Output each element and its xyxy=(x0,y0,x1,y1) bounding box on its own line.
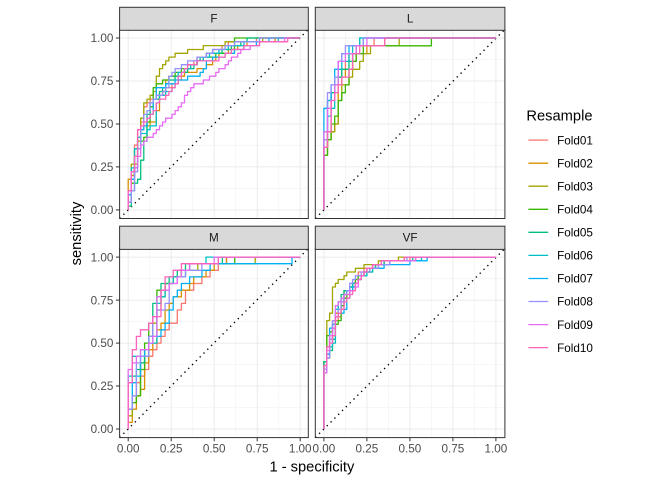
svg-text:1.00: 1.00 xyxy=(91,32,114,45)
svg-text:sensitivity: sensitivity xyxy=(69,201,85,265)
svg-text:0.00: 0.00 xyxy=(313,442,336,455)
svg-text:0.50: 0.50 xyxy=(91,118,114,131)
svg-text:Fold07: Fold07 xyxy=(557,273,593,286)
svg-text:Fold08: Fold08 xyxy=(557,296,593,309)
svg-text:0.00: 0.00 xyxy=(117,442,140,455)
svg-text:F: F xyxy=(210,13,217,26)
svg-text:0.25: 0.25 xyxy=(160,442,183,455)
svg-text:Fold10: Fold10 xyxy=(557,342,593,355)
svg-text:0.25: 0.25 xyxy=(356,442,379,455)
svg-text:1.00: 1.00 xyxy=(485,442,508,455)
svg-text:1.00: 1.00 xyxy=(289,442,312,455)
svg-text:Fold06: Fold06 xyxy=(557,250,593,263)
svg-text:0.25: 0.25 xyxy=(91,380,114,393)
svg-text:0.25: 0.25 xyxy=(91,161,114,174)
svg-text:0.75: 0.75 xyxy=(91,294,114,307)
svg-text:Fold03: Fold03 xyxy=(557,180,593,193)
svg-text:0.50: 0.50 xyxy=(399,442,422,455)
svg-text:0.00: 0.00 xyxy=(91,204,114,217)
svg-text:Resample: Resample xyxy=(526,109,592,125)
svg-text:Fold01: Fold01 xyxy=(557,134,593,147)
svg-text:1 - specificity: 1 - specificity xyxy=(269,460,355,476)
svg-text:M: M xyxy=(209,232,219,245)
svg-text:0.75: 0.75 xyxy=(91,75,114,88)
svg-text:L: L xyxy=(407,13,414,26)
svg-text:Fold09: Fold09 xyxy=(557,319,593,332)
svg-text:0.50: 0.50 xyxy=(203,442,226,455)
svg-text:Fold05: Fold05 xyxy=(557,227,593,240)
svg-text:Fold04: Fold04 xyxy=(557,204,593,217)
svg-text:0.75: 0.75 xyxy=(246,442,269,455)
svg-text:Fold02: Fold02 xyxy=(557,157,593,170)
svg-text:1.00: 1.00 xyxy=(91,251,114,264)
svg-text:VF: VF xyxy=(403,232,418,245)
svg-text:0.50: 0.50 xyxy=(91,337,114,350)
svg-text:0.00: 0.00 xyxy=(91,423,114,436)
svg-text:0.75: 0.75 xyxy=(442,442,465,455)
